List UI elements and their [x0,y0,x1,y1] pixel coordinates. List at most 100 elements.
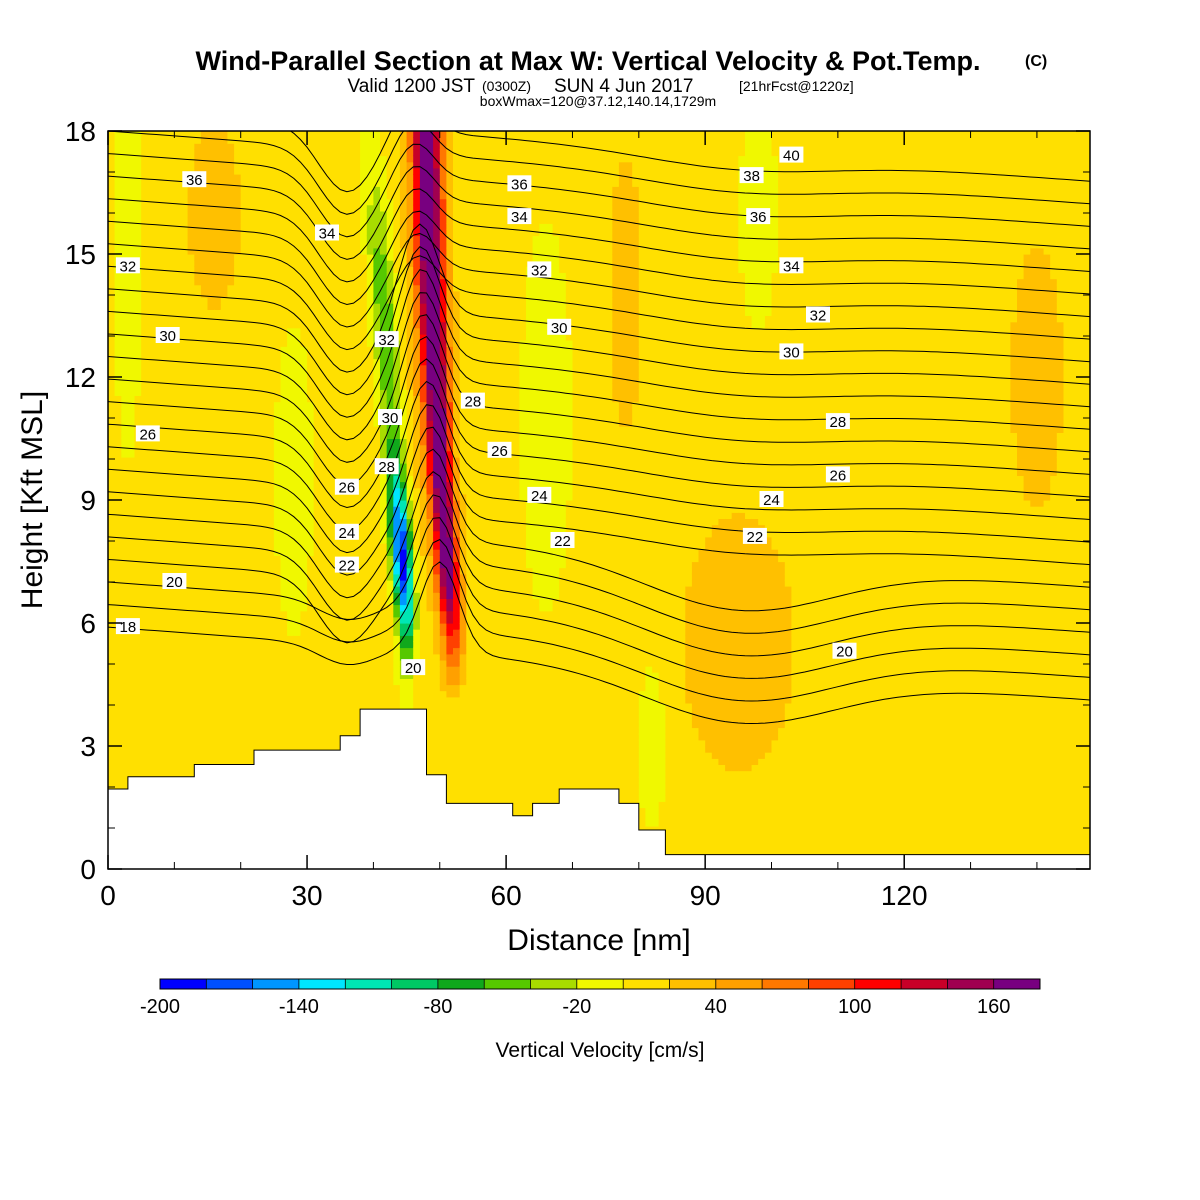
w-cell [313,161,321,169]
w-cell [227,192,235,200]
w-cell [260,247,268,255]
w-cell [260,358,268,366]
w-cell [300,536,308,544]
w-cell [134,604,142,612]
w-cell [273,500,282,507]
w-cell [200,659,209,667]
w-cell [187,432,195,439]
w-cell [227,131,235,138]
w-cell [353,266,361,273]
w-cell [313,426,321,433]
w-cell [121,352,129,360]
w-cell [141,407,149,415]
w-cell [287,223,295,230]
w-cell [300,506,308,513]
w-cell [194,616,202,624]
w-cell [366,653,374,661]
w-cell [214,623,222,630]
w-cell [273,678,282,686]
w-cell [108,653,116,661]
w-cell [234,536,242,544]
w-cell [313,174,321,181]
w-cell [200,604,209,612]
w-cell [287,647,295,655]
w-cell [200,395,209,403]
w-cell [194,530,202,538]
w-cell [234,241,242,249]
w-cell [353,407,361,415]
w-cell [280,604,288,612]
w-cell [346,143,355,150]
w-cell [280,407,288,415]
w-cell [307,500,315,507]
w-cell [273,512,282,519]
w-cell [227,549,235,556]
w-cell [154,567,162,575]
w-cell [300,500,308,507]
w-cell [320,346,328,353]
w-cell [154,481,162,489]
w-cell [181,192,189,200]
w-cell [227,389,235,396]
w-cell [307,506,315,513]
w-cell [134,746,142,753]
w-cell [327,746,335,753]
w-cell [141,500,149,507]
w-cell [353,438,361,446]
w-cell [174,506,182,513]
w-cell [333,715,341,723]
w-cell [220,426,228,433]
w-cell [161,666,169,673]
w-cell [187,346,195,353]
w-cell [127,383,136,390]
w-cell [293,192,301,200]
w-cell [267,333,275,341]
w-cell [360,678,368,686]
w-cell [273,598,282,606]
w-cell [340,512,348,519]
w-cell [167,481,175,489]
w-cell [134,389,142,396]
w-cell [240,333,248,341]
w-cell [373,389,381,396]
w-cell [240,450,248,458]
w-cell [154,223,162,230]
w-cell [327,690,335,698]
w-cell [220,198,228,206]
w-cell [154,247,162,255]
w-cell [114,493,122,501]
w-cell [287,401,295,409]
w-cell [240,481,248,489]
w-cell [313,284,321,292]
w-cell [134,469,142,476]
w-cell [373,561,381,569]
w-cell [234,635,242,642]
w-cell [121,364,129,372]
w-cell [353,629,361,636]
w-cell [200,223,209,230]
w-cell [121,487,129,495]
w-cell [273,610,282,618]
w-cell [154,364,162,372]
w-cell [181,383,189,390]
w-cell [240,131,248,138]
w-cell [300,487,308,495]
w-cell [187,143,195,150]
w-cell [220,395,228,403]
w-cell [287,641,295,649]
w-cell [108,709,116,716]
w-cell [333,659,341,667]
w-cell [134,493,142,501]
w-cell [187,647,195,655]
w-cell [134,137,142,144]
w-cell [327,506,335,513]
w-cell [108,143,116,150]
w-cell [254,659,262,667]
w-cell [254,506,262,513]
w-cell [114,272,122,280]
w-cell [227,450,235,458]
w-cell [287,623,295,630]
w-cell [214,315,222,323]
w-cell [273,524,282,532]
w-cell [154,715,162,723]
